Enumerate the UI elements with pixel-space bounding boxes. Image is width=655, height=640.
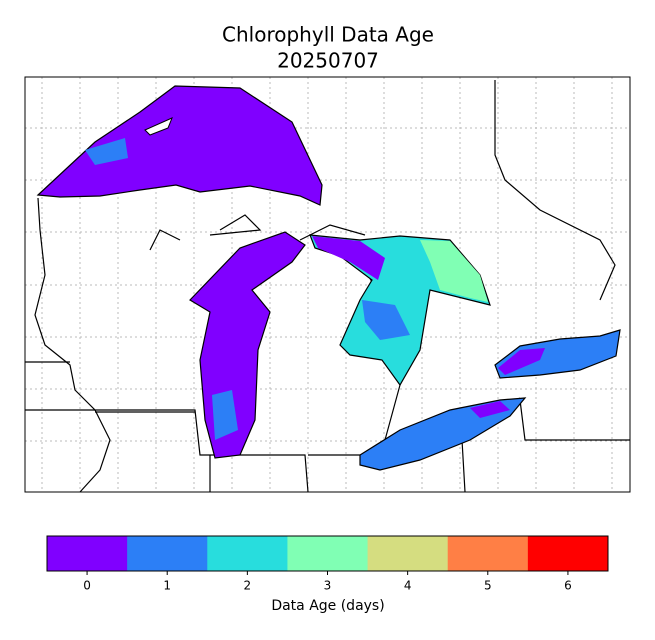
colorbar-segment <box>127 536 208 571</box>
colorbar: 0 1 2 3 4 5 6 <box>47 536 609 593</box>
colorbar-segment <box>527 536 609 571</box>
lake-huron <box>309 234 491 387</box>
map-title: Chlorophyll Data Age <box>222 23 434 47</box>
lake-ontario <box>494 329 621 379</box>
lake-michigan <box>189 231 306 459</box>
colorbar-tick-label: 5 <box>484 579 492 593</box>
map-subtitle: 20250707 <box>277 49 379 73</box>
colorbar-tick-label: 4 <box>404 579 412 593</box>
colorbar-frame <box>46 535 609 572</box>
map-frame <box>24 76 631 493</box>
colorbar-label: Data Age (days) <box>271 598 384 614</box>
map <box>24 76 631 493</box>
colorbar-tick-label: 0 <box>83 579 91 593</box>
colorbar-segment <box>207 536 288 571</box>
colorbar-tick-label: 2 <box>244 579 252 593</box>
colorbar-segment <box>287 536 369 571</box>
colorbar-tick-label: 3 <box>324 579 332 593</box>
lake-superior <box>36 85 323 206</box>
colorbar-segment <box>367 536 449 571</box>
colorbar-segment <box>47 536 128 571</box>
colorbar-tick-label: 1 <box>163 579 171 593</box>
lake-erie <box>359 397 527 471</box>
colorbar-segment <box>447 536 529 571</box>
colorbar-tick-label: 6 <box>564 579 572 593</box>
